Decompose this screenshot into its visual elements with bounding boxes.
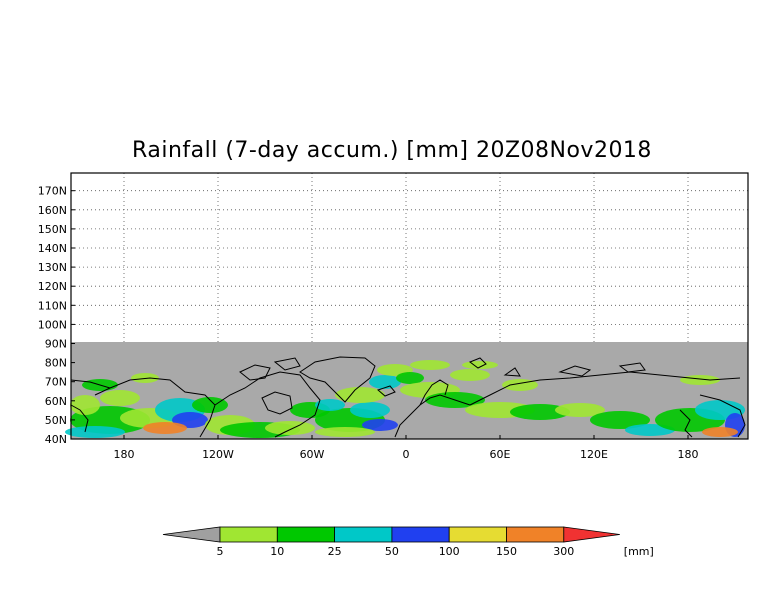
coastline [70,404,89,433]
color-legend: 5 10 25 50 100 150 300 [mm] [162,526,654,558]
rainfall-cell [410,360,450,370]
coastline [469,371,741,406]
rainfall-cell [265,421,315,435]
coastline [377,385,396,397]
rainfall-cell [350,402,390,418]
rainfall-cell [510,404,570,420]
rainfall-cell [362,419,398,431]
coastline [618,362,646,373]
lon-tick-label: 120E [580,448,608,461]
lat-tick-label: 90N [45,338,67,351]
lat-tick-label: 160N [38,204,67,217]
lon-tick-label: 180 [678,448,699,461]
longitude-axis: 180 120W 60W 0 60E 120E 180 [114,435,699,461]
legend-threshold-label: 5 [217,545,224,558]
legend-swatch [448,526,507,543]
legend-swatch [219,526,278,543]
coastlines [70,356,746,438]
lon-tick-label: 180 [114,448,135,461]
lat-tick-label: 60N [45,395,67,408]
legend-threshold-label: 100 [439,545,460,558]
rainfall-cell [555,403,605,417]
lat-tick-label: 100N [38,318,67,331]
lat-tick-label: 130N [38,261,67,274]
coastline [261,391,293,415]
coastline [558,365,592,377]
plot-frame [70,172,749,440]
rainfall-cell [462,361,498,369]
lat-tick-label: 120N [38,280,67,293]
rainfall-cell [369,375,401,389]
lat-tick-label: 140N [38,242,67,255]
coastline [273,357,301,371]
rainfall-cell [100,390,140,406]
coastline [70,379,111,389]
legend-threshold-label: 25 [328,545,342,558]
chart-title: Rainfall (7-day accum.) [mm] 20Z08Nov201… [132,138,652,163]
legend-swatch-high [563,526,620,543]
lon-tick-label: 120W [202,448,234,461]
coastline [239,364,271,381]
legend-threshold-label: 50 [385,545,399,558]
lon-tick-label: 60W [300,448,325,461]
lon-tick-label: 60E [490,448,511,461]
lat-tick-label: 170N [38,185,67,198]
legend-swatch [334,526,393,543]
coastline [94,377,216,438]
coastline [394,394,471,438]
legend-threshold-label: 300 [553,545,574,558]
rainfall-cell [70,395,100,415]
coastline [503,367,521,377]
lat-tick-label: 110N [38,299,67,312]
legend-swatch-low [162,526,221,543]
lat-tick-label: 50N [45,414,67,427]
coastline [419,379,449,406]
coastline [679,409,693,438]
rainfall-cell [396,372,424,384]
rainfall-cell [315,427,375,437]
coastline [214,371,321,438]
lat-tick-label: 80N [45,357,67,370]
legend-swatch [506,526,565,543]
rainfall-shading [65,360,745,438]
legend-threshold-label: 150 [496,545,517,558]
lat-tick-label: 70N [45,376,67,389]
legend-swatch [391,526,450,543]
legend-unit-label: [mm] [624,545,654,558]
rainfall-cell [702,427,738,437]
rainfall-cell [590,411,650,429]
lat-tick-label: 40N [45,433,67,446]
rainfall-cell [143,422,187,434]
rainfall-cell [192,397,228,413]
data-field [65,342,748,439]
rainfall-cell [450,369,490,381]
rainfall-cell [335,387,385,403]
lat-tick-label: 150N [38,223,67,236]
rainfall-cell [315,399,345,411]
coastline [699,394,746,438]
legend-swatch [276,526,335,543]
coastline [468,357,487,369]
latitude-axis: 170N 160N 150N 140N 130N 120N 110N 100N 90N 80N 70… [38,185,75,446]
coastline [299,356,376,403]
legend-threshold-label: 10 [270,545,284,558]
rainfall-cell [65,426,125,438]
lon-tick-label: 0 [403,448,410,461]
